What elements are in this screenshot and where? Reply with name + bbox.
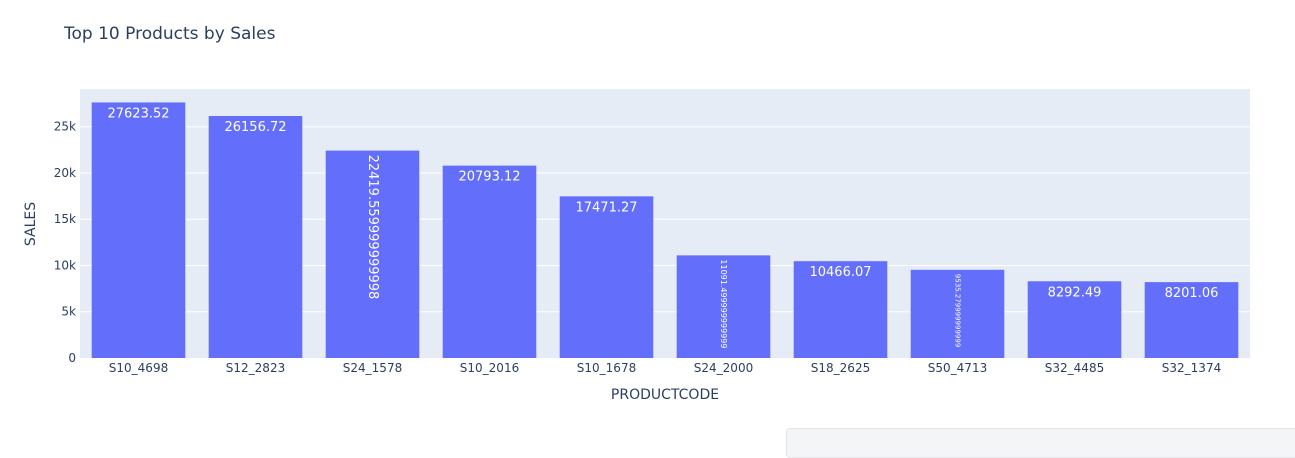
y-tick-label: 10k bbox=[54, 258, 76, 272]
bar-value-label: 27623.52 bbox=[107, 106, 169, 121]
x-tick-label: S10_2016 bbox=[460, 361, 519, 375]
y-tick-label: 15k bbox=[54, 212, 76, 226]
bar bbox=[793, 261, 888, 358]
bar-value-label: 8201.06 bbox=[1165, 286, 1219, 301]
x-tick-label: S18_2625 bbox=[811, 361, 870, 375]
bar bbox=[676, 255, 771, 358]
bar-value-label: 11091.499999999999 bbox=[719, 259, 728, 348]
bar-value-labels: 27623.52 26156.72 22419.559999999998 20793.… bbox=[107, 106, 1218, 348]
y-tick-label: 25k bbox=[54, 120, 76, 134]
x-tick-label: S32_4485 bbox=[1045, 361, 1104, 375]
y-tick-label: 0 bbox=[68, 351, 76, 365]
bar bbox=[910, 269, 1005, 358]
bar-value-label: 22419.559999999998 bbox=[365, 155, 380, 300]
x-tick-label: S10_1678 bbox=[577, 361, 636, 375]
bar bbox=[325, 150, 420, 358]
x-tick-label: S12_2823 bbox=[226, 361, 285, 375]
bar-value-label: 17471.27 bbox=[575, 200, 637, 215]
y-axis-ticks: 0 5k 10k 15k 20k 25k bbox=[54, 120, 76, 365]
x-axis-title: PRODUCTCODE bbox=[611, 387, 719, 403]
bar bbox=[208, 116, 303, 359]
x-tick-label: S32_1374 bbox=[1162, 361, 1221, 375]
bar-value-label: 26156.72 bbox=[224, 120, 286, 135]
bar-chart: Top 10 Products by Sales 0 5k 10k 15k 20k 25k… bbox=[23, 24, 1250, 403]
bar-value-label: 20793.12 bbox=[458, 170, 520, 185]
bar bbox=[442, 165, 537, 358]
bar-value-label: 9535.279999999999 bbox=[954, 274, 962, 347]
y-tick-label: 5k bbox=[61, 305, 76, 319]
bar bbox=[559, 196, 654, 358]
bars bbox=[91, 102, 1239, 359]
bar-value-label: 10466.07 bbox=[809, 265, 871, 280]
bar-value-label: 8292.49 bbox=[1048, 285, 1102, 300]
y-tick-label: 20k bbox=[54, 166, 76, 180]
x-tick-label: S24_1578 bbox=[343, 361, 402, 375]
y-axis-title: SALES bbox=[23, 202, 39, 246]
x-tick-label: S50_4713 bbox=[928, 361, 987, 375]
x-axis-ticks: S10_4698 S12_2823 S24_1578 S10_2016 S10_1678… bbox=[109, 361, 1221, 375]
x-tick-label: S24_2000 bbox=[694, 361, 753, 375]
x-tick-label: S10_4698 bbox=[109, 361, 168, 375]
bar bbox=[91, 102, 186, 358]
bar bbox=[1027, 281, 1122, 358]
bar bbox=[1144, 282, 1239, 358]
chart-title: Top 10 Products by Sales bbox=[63, 24, 276, 44]
bottom-panel bbox=[786, 428, 1295, 458]
